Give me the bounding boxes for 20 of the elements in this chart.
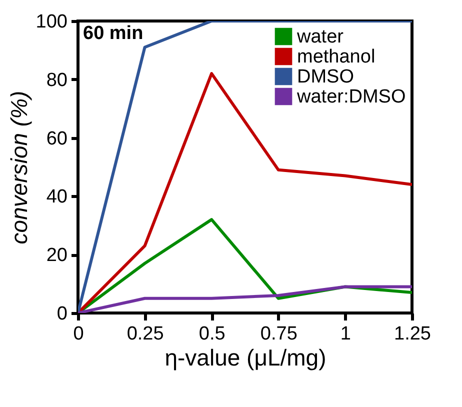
legend-label: water:DMSO bbox=[296, 86, 406, 108]
x-tick-label: 1 bbox=[340, 324, 351, 344]
x-axis-title: η-value (μL/mg) bbox=[164, 344, 326, 370]
x-tick-label: 0 bbox=[73, 324, 84, 344]
legend-label: DMSO bbox=[297, 66, 354, 88]
y-tick-label: 100 bbox=[36, 12, 68, 32]
annotation: 60 min bbox=[83, 23, 144, 44]
x-tick-label: 1.25 bbox=[394, 324, 431, 344]
line-series bbox=[78, 285, 412, 313]
legend-label: methanol bbox=[297, 46, 376, 68]
x-tick-label: 0.5 bbox=[198, 324, 226, 344]
y-tick-label: 80 bbox=[46, 70, 68, 91]
y-tick-label: 0 bbox=[56, 304, 68, 324]
y-tick-label: 20 bbox=[46, 245, 68, 266]
x-tick-label: 0.25 bbox=[126, 324, 164, 344]
y-tick-label: 60 bbox=[46, 128, 68, 150]
y-tick-label: 40 bbox=[46, 186, 68, 208]
legend-label: water bbox=[296, 26, 344, 48]
x-tick-label: 0.75 bbox=[260, 324, 298, 344]
y-axis-title: conversion (%) bbox=[6, 90, 32, 244]
